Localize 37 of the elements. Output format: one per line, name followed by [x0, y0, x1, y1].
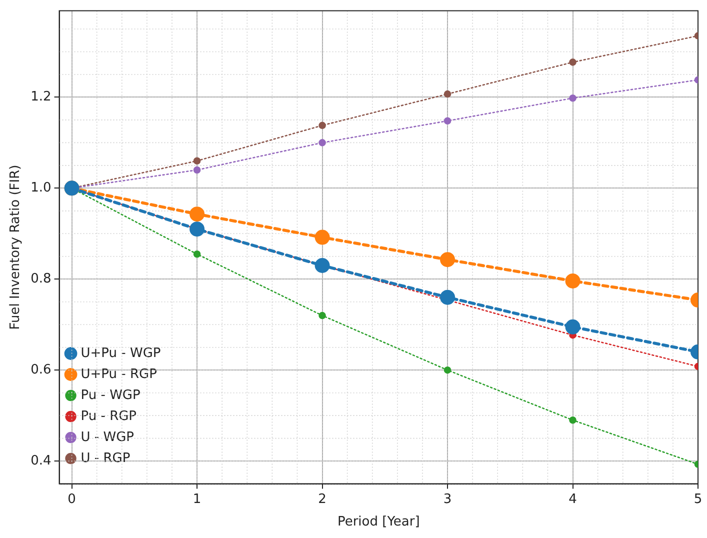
y-tick-label: 1.2: [30, 90, 52, 105]
x-tick-label: 0: [68, 492, 76, 507]
x-tick-label: 2: [318, 492, 326, 507]
legend-label: U+Pu - RGP: [80, 366, 158, 382]
point: [440, 290, 456, 305]
x-tick-label: 5: [694, 492, 702, 507]
x-tick-label: 4: [568, 492, 577, 507]
point: [440, 252, 456, 268]
point: [444, 117, 452, 125]
point: [190, 206, 205, 222]
point: [565, 273, 580, 288]
point: [193, 250, 201, 258]
point: [318, 139, 326, 146]
point: [318, 122, 326, 130]
point: [314, 230, 330, 245]
y-axis-title: Fuel Inventory Ratio (FIR): [8, 164, 24, 330]
point: [569, 416, 576, 424]
point: [190, 222, 205, 237]
legend-label: Pu - WGP: [80, 388, 141, 403]
legend-label: Pu - RGP: [80, 408, 137, 424]
x-tick-label: 3: [443, 492, 452, 507]
y-tick-label: 0.4: [30, 453, 52, 468]
point: [193, 157, 201, 165]
point: [314, 258, 330, 273]
point: [444, 366, 452, 374]
y-tick-label: 0.8: [30, 272, 52, 287]
point: [444, 90, 452, 98]
point: [569, 58, 576, 66]
point: [565, 319, 580, 334]
x-axis-title: Period [Year]: [337, 514, 420, 530]
y-tick-label: 1.0: [30, 180, 52, 196]
legend-label: U+Pu - WGP: [80, 346, 161, 361]
point: [318, 312, 326, 320]
point: [193, 166, 201, 174]
x-tick-label: 1: [192, 492, 202, 507]
y-tick-label: 0.6: [30, 362, 52, 378]
point: [569, 94, 576, 102]
